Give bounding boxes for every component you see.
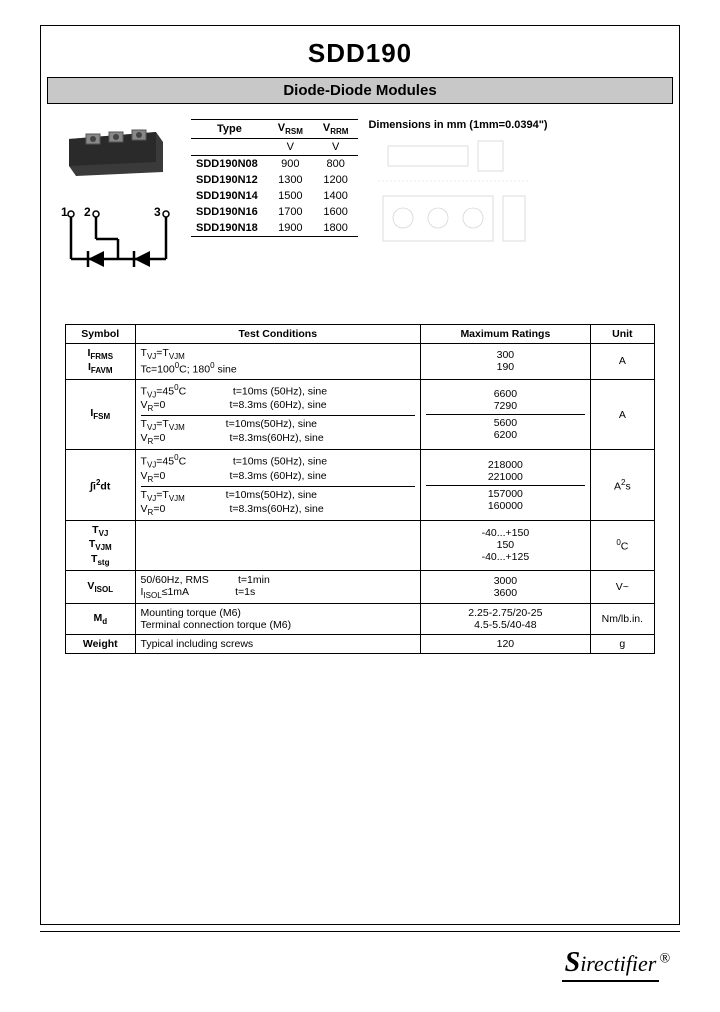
unit-cell: A (590, 379, 654, 450)
type-table-container: Type VRSM VRRM V V SDD190N08900800SDD190… (191, 119, 358, 284)
type-cell: 1900 (268, 220, 313, 237)
subtitle-bar: Diode-Diode Modules (47, 77, 673, 104)
max-cell: -40...+150150-40...+125 (421, 521, 591, 570)
dimensions-drawing (368, 136, 538, 256)
max-cell: 120 (421, 634, 591, 653)
dimensions-column: Dimensions in mm (1mm=0.0394") (368, 119, 669, 284)
ratings-row: WeightTypical including screws120g (66, 634, 655, 653)
max-header: Maximum Ratings (421, 325, 591, 344)
unit-cell: 0C (590, 521, 654, 570)
ratings-row: ∫i2dtTVJ=450C t=10ms (50Hz), sineVR=0 t=… (66, 450, 655, 521)
max-cell: 218000221000157000160000 (421, 450, 591, 521)
conditions-cell: TVJ=450C t=10ms (50Hz), sineVR=0 t=8.3ms… (135, 379, 421, 450)
max-cell: 300190 (421, 344, 591, 380)
unit-v2: V (313, 139, 359, 156)
top-section: 1 2 3 (41, 119, 679, 284)
type-cell: 1300 (268, 172, 313, 188)
type-cell: SDD190N14 (191, 188, 268, 204)
unit-cell: Nm/lb.in. (590, 603, 654, 634)
type-header: Type (191, 120, 268, 139)
conditions-cell: TVJ=TVJMTc=1000C; 1800 sine (135, 344, 421, 380)
type-cell: 1600 (313, 204, 359, 220)
type-row: SDD190N08900800 (191, 156, 358, 173)
unit-v1: V (268, 139, 313, 156)
empty-cell (191, 139, 268, 156)
conditions-cell: 50/60Hz, RMS t=1minIISOL≤1mA t=1s (135, 570, 421, 603)
conditions-cell: TVJ=450C t=10ms (50Hz), sineVR=0 t=8.3ms… (135, 450, 421, 521)
conditions-header: Test Conditions (135, 325, 421, 344)
ratings-row: IFRMSIFAVMTVJ=TVJMTc=1000C; 1800 sine300… (66, 344, 655, 380)
type-row: SDD190N1415001400 (191, 188, 358, 204)
type-cell: 900 (268, 156, 313, 173)
unit-cell: A (590, 344, 654, 380)
dimensions-title: Dimensions in mm (1mm=0.0394") (368, 119, 669, 131)
unit-cell: g (590, 634, 654, 653)
type-table: Type VRSM VRRM V V SDD190N08900800SDD190… (191, 119, 358, 237)
left-column: 1 2 3 (51, 119, 181, 284)
type-cell: SDD190N12 (191, 172, 268, 188)
logo-prefix: S (565, 947, 581, 978)
symbol-cell: ∫i2dt (66, 450, 136, 521)
unit-cell: V~ (590, 570, 654, 603)
product-title: SDD190 (41, 38, 679, 69)
svg-text:2: 2 (84, 205, 91, 219)
type-cell: SDD190N08 (191, 156, 268, 173)
svg-text:1: 1 (61, 205, 68, 219)
ratings-table: Symbol Test Conditions Maximum Ratings U… (65, 324, 655, 654)
type-row: SDD190N1617001600 (191, 204, 358, 220)
type-cell: SDD190N16 (191, 204, 268, 220)
symbol-cell: Weight (66, 634, 136, 653)
vrsm-header: VRSM (268, 120, 313, 139)
symbol-cell: IFRMSIFAVM (66, 344, 136, 380)
max-cell: 6600729056006200 (421, 379, 591, 450)
symbol-cell: VISOL (66, 570, 136, 603)
symbol-cell: TVJTVJMTstg (66, 521, 136, 570)
conditions-cell: Typical including screws (135, 634, 421, 653)
max-cell: 30003600 (421, 570, 591, 603)
symbol-cell: IFSM (66, 379, 136, 450)
symbol-cell: Md (66, 603, 136, 634)
vrrm-header: VRRM (313, 120, 359, 139)
symbol-header: Symbol (66, 325, 136, 344)
ratings-row: VISOL50/60Hz, RMS t=1minIISOL≤1mA t=1s30… (66, 570, 655, 603)
unit-header: Unit (590, 325, 654, 344)
type-row: SDD190N1213001200 (191, 172, 358, 188)
logo-text: irectifier (580, 951, 656, 976)
type-row: SDD190N1819001800 (191, 220, 358, 237)
footer-line (40, 931, 680, 932)
max-cell: 2.25-2.75/20-254.5-5.5/40-48 (421, 603, 591, 634)
type-cell: SDD190N18 (191, 220, 268, 237)
conditions-cell: Mounting torque (M6)Terminal connection … (135, 603, 421, 634)
registered-icon: ® (659, 952, 670, 967)
type-cell: 800 (313, 156, 359, 173)
ratings-row: TVJTVJMTstg -40...+150150-40...+1250C (66, 521, 655, 570)
unit-cell: A2s (590, 450, 654, 521)
module-image (61, 124, 171, 179)
conditions-cell (135, 521, 421, 570)
type-cell: 1400 (313, 188, 359, 204)
svg-text:3: 3 (154, 205, 161, 219)
type-cell: 1700 (268, 204, 313, 220)
schematic-diagram: 1 2 3 (56, 204, 181, 279)
ratings-row: IFSMTVJ=450C t=10ms (50Hz), sineVR=0 t=8… (66, 379, 655, 450)
ratings-row: MdMounting torque (M6)Terminal connectio… (66, 603, 655, 634)
page-border: SDD190 Diode-Diode Modules 1 2 3 (40, 25, 680, 925)
company-logo: Sirectifier® (562, 947, 670, 982)
type-cell: 1500 (268, 188, 313, 204)
type-cell: 1200 (313, 172, 359, 188)
type-cell: 1800 (313, 220, 359, 237)
